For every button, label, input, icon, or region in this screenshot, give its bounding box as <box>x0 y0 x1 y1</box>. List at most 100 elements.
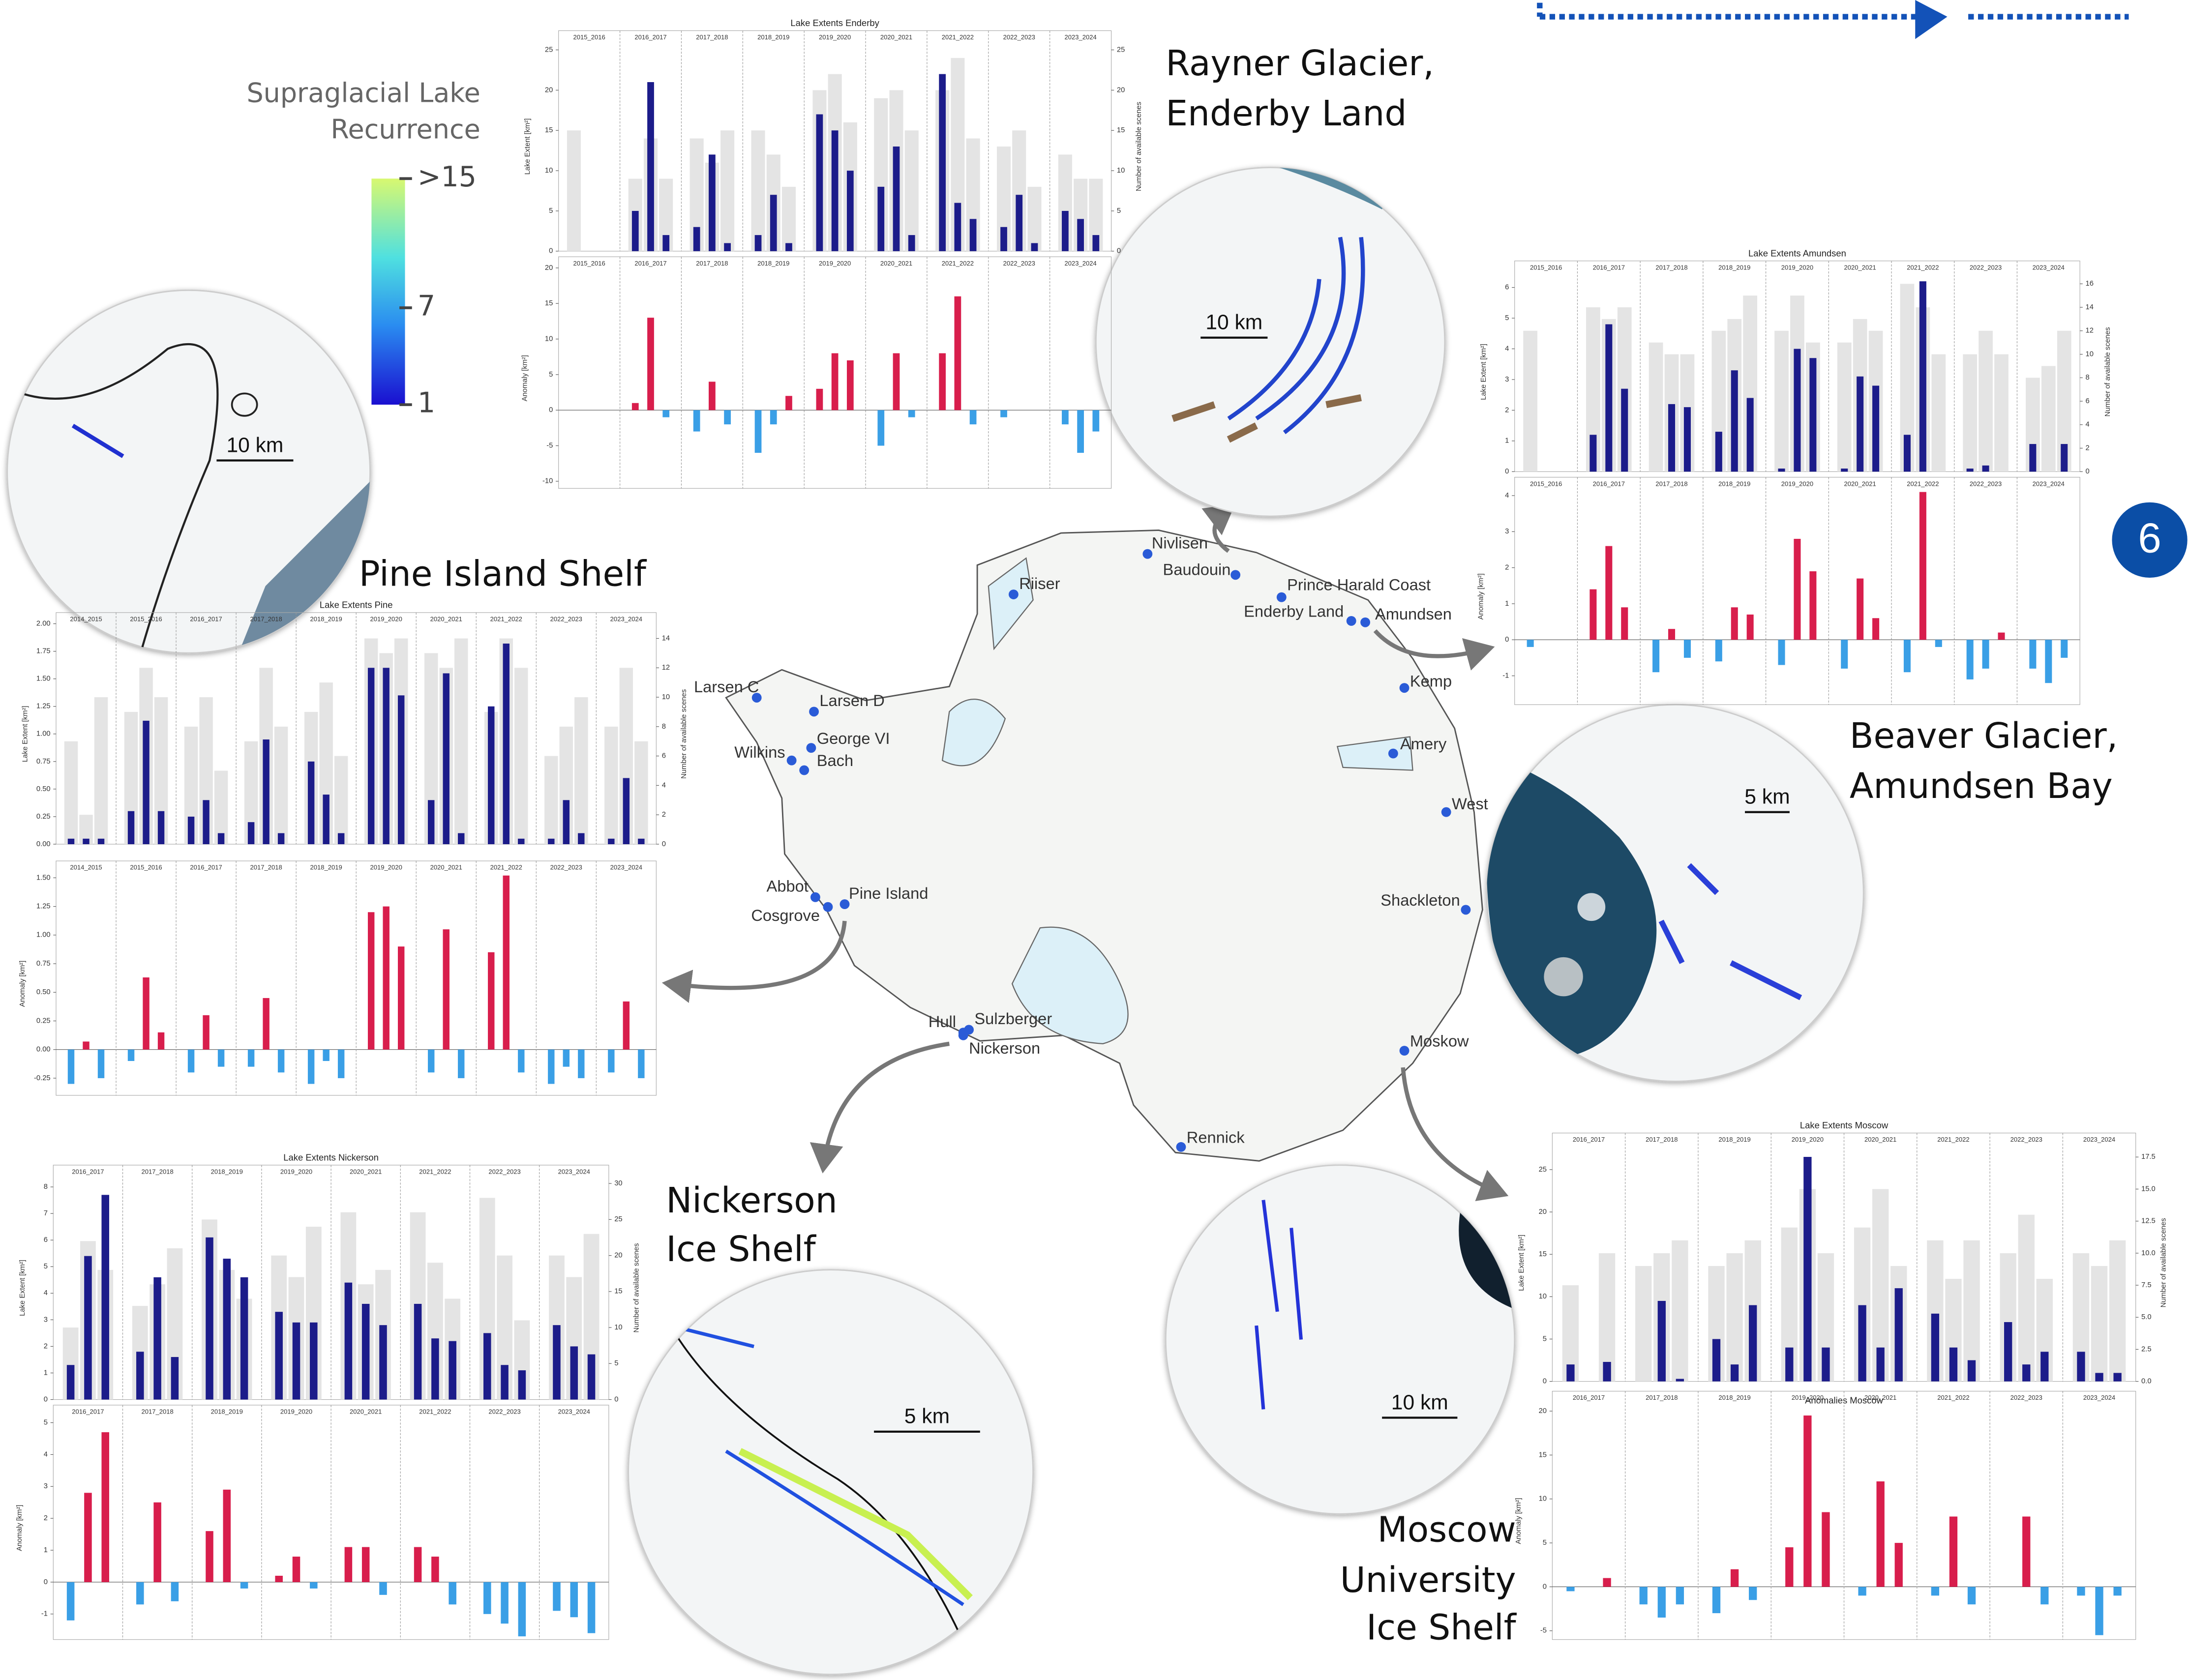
tick-label: 0 <box>2086 468 2090 475</box>
anomaly-bar <box>1731 607 1738 640</box>
season-label: 2015_2016 <box>130 616 162 623</box>
scenes-bar <box>94 697 108 844</box>
season-label: 2022_2023 <box>2010 1394 2042 1401</box>
season-label: 2018_2019 <box>757 33 789 41</box>
season-label: 2020_2021 <box>430 616 462 623</box>
season-label: 2022_2023 <box>550 616 582 623</box>
extent-bar <box>553 1325 561 1399</box>
anomaly-bar <box>414 1547 422 1582</box>
tick-label: 25 <box>1539 1166 1547 1174</box>
scale-label: 10 km <box>1391 1390 1448 1414</box>
extent-bar <box>458 833 464 844</box>
tick-label: 5 <box>44 1263 48 1270</box>
extent-bar <box>1589 435 1596 472</box>
tick-label: 3 <box>44 1482 48 1490</box>
season-label: 2018_2019 <box>310 864 342 871</box>
season-label: 2022_2023 <box>1003 33 1035 41</box>
tick-label: 12 <box>2086 327 2094 335</box>
anomaly-bar <box>398 946 404 1050</box>
tick-label: 1.25 <box>36 903 51 911</box>
scenes-bar <box>1774 331 1789 472</box>
anomaly-bar <box>1747 615 1754 640</box>
season-label: 2019_2020 <box>370 864 402 871</box>
extent-bar <box>1749 1305 1757 1382</box>
anomaly-bar <box>893 353 900 410</box>
site-label: Enderby Land <box>1244 602 1344 620</box>
tick-label: 5.0 <box>2141 1313 2152 1321</box>
extent-bar <box>1077 219 1084 251</box>
anomaly-bar <box>1858 1587 1866 1595</box>
season-label: 2016_2017 <box>634 33 666 41</box>
chart-title: Lake Extents Enderby <box>790 18 879 28</box>
extent-bar <box>939 74 946 251</box>
scenes-bar <box>2018 1215 2035 1382</box>
axis-label: Lake Extent [km²] <box>19 1260 27 1316</box>
extent-bar <box>1062 211 1069 251</box>
tick-label: 15 <box>614 1288 622 1296</box>
extent-bar <box>1031 243 1038 251</box>
scenes-bar <box>1027 187 1041 251</box>
extent-bar <box>1712 1339 1720 1382</box>
extent-bar <box>98 839 104 844</box>
anomaly-bar <box>518 1050 524 1073</box>
site-marker <box>1400 1046 1409 1056</box>
region-title: Enderby Land <box>1166 93 1407 134</box>
extent-bar <box>1676 1379 1684 1381</box>
extent-bar <box>188 817 194 844</box>
tick-label: 6 <box>1505 284 1509 292</box>
tick-label: 0 <box>44 1395 48 1403</box>
extent-bar <box>368 668 374 844</box>
tick-label: 10 <box>545 167 553 175</box>
extent-bar <box>2022 1364 2030 1381</box>
tick-label: 5 <box>1505 314 1509 322</box>
extent-bar <box>724 243 731 251</box>
anomaly-bar <box>1968 1587 1976 1604</box>
season-label: 2016_2017 <box>1593 480 1625 487</box>
anomaly-bar <box>1857 579 1863 640</box>
extent-bar <box>1016 195 1022 251</box>
tick-label: -10 <box>542 477 553 485</box>
extent-bar <box>308 762 314 844</box>
tick-label: -0.25 <box>34 1074 51 1082</box>
inset: 5 kmBeaver Glacier,Amundsen Bay <box>1487 705 2118 1081</box>
tick-label: 0 <box>549 247 553 255</box>
scenes-bar <box>574 697 588 844</box>
extent-bar <box>2061 444 2068 472</box>
tick-label: -1 <box>1502 672 1509 679</box>
tick-label: 2 <box>44 1514 48 1522</box>
extent-bar <box>84 1256 92 1400</box>
region-title: University <box>1340 1560 1516 1600</box>
extent-bar <box>1877 1348 1885 1382</box>
site-marker <box>1277 592 1287 602</box>
legend-tick-label: 7 <box>418 290 435 323</box>
anomaly-bar <box>84 1493 92 1582</box>
inset: 5 kmNickersonIce Shelf <box>629 1180 1033 1675</box>
scenes-bar <box>1523 331 1537 472</box>
season-label: 2023_2024 <box>2033 480 2065 487</box>
site-marker <box>1388 749 1398 759</box>
anomaly-bar <box>278 1050 284 1073</box>
anomaly-bar <box>1527 640 1534 647</box>
extent-bar <box>518 1370 526 1399</box>
extent-bar <box>323 795 329 844</box>
season-label: 2015_2016 <box>573 33 605 41</box>
extent-bar <box>1803 1157 1811 1382</box>
extent-bar <box>1949 1348 1957 1382</box>
scenes-bar <box>2041 366 2056 472</box>
extent-bar <box>223 1259 231 1400</box>
site-marker <box>809 707 819 716</box>
season-label: 2016_2017 <box>190 616 222 623</box>
anomaly-bar <box>588 1582 596 1633</box>
season-label: 2021_2022 <box>419 1408 451 1415</box>
anomaly-bar <box>293 1557 300 1582</box>
anomaly-bar <box>1652 640 1659 672</box>
season-label: 2017_2018 <box>1655 480 1687 487</box>
extent-bar <box>1603 1362 1611 1382</box>
anomaly-bar <box>188 1050 194 1073</box>
tick-label: 10 <box>2086 350 2094 358</box>
site-label: Cosgrove <box>751 906 820 924</box>
extent-bar <box>171 1357 179 1399</box>
scenes-bar <box>1635 1266 1651 1382</box>
season-label: 2015_2016 <box>1530 480 1562 487</box>
tick-label: 4 <box>1505 492 1509 500</box>
